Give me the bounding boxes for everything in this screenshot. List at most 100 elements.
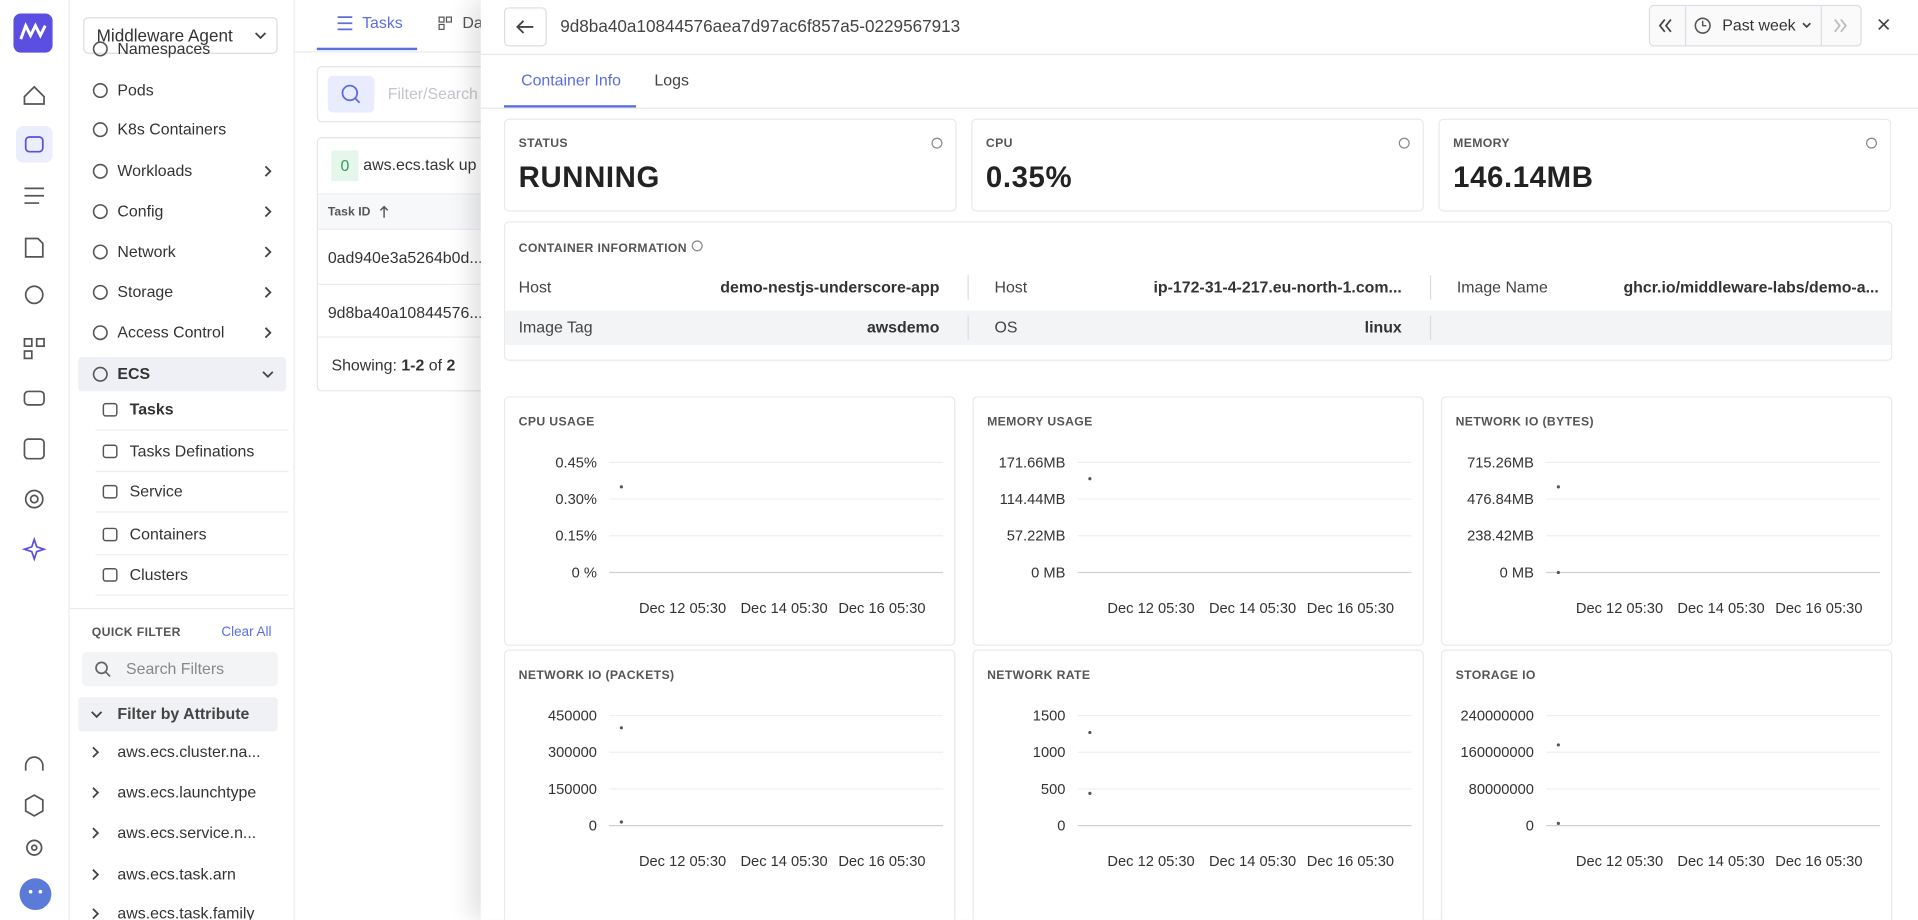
showing-total: 2 <box>446 355 456 375</box>
ecs-sub-item[interactable]: Containers <box>129 524 207 544</box>
nav-icon-shape <box>92 82 108 99</box>
filter-search[interactable]: Search Filters <box>81 651 278 687</box>
stat-label: STATUS <box>518 136 568 151</box>
showing-range: 1-2 <box>401 355 425 375</box>
nav-item[interactable]: Access Control <box>117 322 225 342</box>
info-value: linux <box>1364 318 1402 337</box>
stat-card: MEMORY 146.14MB <box>1438 118 1892 212</box>
nav-item[interactable]: Workloads <box>117 161 193 180</box>
ecs-sub-item[interactable]: Clusters <box>129 565 188 584</box>
ecs-item[interactable]: ECS <box>78 357 287 392</box>
ecs-sub-item[interactable]: Tasks <box>129 399 174 419</box>
tab-tasks[interactable]: Tasks <box>362 13 403 32</box>
attribute-item[interactable]: aws.ecs.task.arn <box>117 864 236 884</box>
y-tick-label: 238.42MB <box>1467 529 1534 545</box>
x-tick-label: Dec 12 05:30 <box>1107 601 1194 617</box>
select-caret <box>255 32 267 40</box>
sub-icon-shape <box>102 444 118 459</box>
info-key: Host <box>518 277 552 297</box>
x-tick-label: Dec 12 05:30 <box>1107 854 1194 870</box>
chevron <box>92 787 100 799</box>
attribute-item[interactable]: aws.ecs.task.family <box>117 903 255 920</box>
search-placeholder: Search Filters <box>125 659 225 678</box>
info-value: awsdemo <box>866 318 940 337</box>
nav-item[interactable]: Network <box>117 242 176 261</box>
time-range[interactable]: Past week <box>1722 15 1796 35</box>
data-point <box>1556 821 1560 825</box>
nav-item[interactable]: Namespaces <box>117 39 211 58</box>
data-point <box>1556 570 1560 575</box>
task-table: 0 aws.ecs.task up c Task ID 0ad940e3a526… <box>316 136 503 392</box>
chart-title: STORAGE IO <box>1456 668 1536 682</box>
ecs-sub-item[interactable]: Service <box>129 481 183 501</box>
task-row[interactable]: 0ad940e3a5264b0d... <box>327 248 483 267</box>
y-tick-label: 1000 <box>1033 745 1066 761</box>
container-info: CONTAINER INFORMATION Host demo-nestjs-un… <box>503 221 1893 361</box>
stat-card: CPU 0.35% <box>971 118 1424 212</box>
nav-item[interactable]: Pods <box>117 80 154 100</box>
y-tick-label: 0 MB <box>1500 565 1534 581</box>
chart-card: CPU USAGE 0.45% 0.30% 0.15% 0 % Dec 12 05:30 D… <box>503 396 956 646</box>
back-button[interactable] <box>503 7 547 47</box>
data-point <box>1088 477 1092 481</box>
task-row[interactable]: 9d8ba40a10844576... <box>327 303 483 322</box>
info-divider <box>1429 315 1432 341</box>
attribute-item[interactable]: aws.ecs.cluster.na... <box>117 742 261 761</box>
x-tick-label: Dec 14 05:30 <box>740 601 827 617</box>
agent-select[interactable]: Middleware Agent <box>83 17 278 54</box>
ecs-sub-item[interactable]: Tasks Definations <box>129 441 255 460</box>
x-tick-label: Dec 12 05:30 <box>1576 854 1663 870</box>
sub-divider <box>95 594 289 596</box>
info-divider <box>1429 275 1432 300</box>
nav-icon-shape <box>92 204 108 220</box>
separator <box>69 607 294 610</box>
task-list-panel: Tasks Da Filter/Search l 0 aws.ecs.task … <box>294 0 503 920</box>
y-tick-label: 160000000 <box>1461 745 1534 761</box>
nav-icon <box>92 244 108 260</box>
x-tick-label: Dec 12 05:30 <box>639 601 726 617</box>
detail-drawer: 9d8ba40a10844576aea7d97ac6f857a5-0229567… <box>480 0 1918 920</box>
column-task-id[interactable]: Task ID <box>327 205 371 219</box>
nav-icon-shape <box>92 41 108 57</box>
filter-box[interactable]: Filter/Search l <box>316 66 503 123</box>
x-tick-label: Dec 12 05:30 <box>639 854 726 870</box>
tab-dashboard[interactable]: Da <box>462 13 483 32</box>
y-tick-label: 0 MB <box>1031 565 1065 581</box>
nav-item[interactable]: Config <box>117 201 164 221</box>
info-icon <box>1865 137 1878 149</box>
x-tick-label: Dec 16 05:30 <box>1307 854 1394 870</box>
info-key: Host <box>994 277 1028 297</box>
tab-logs[interactable]: Logs <box>654 70 689 90</box>
tab-container-info[interactable]: Container Info <box>521 70 621 90</box>
x-tick-label: Dec 16 05:30 <box>838 601 925 617</box>
sub-icon-shape <box>102 484 118 499</box>
chevron <box>92 746 100 758</box>
chart: STORAGE IO 240000000 160000000 80000000 0 Dec… <box>1456 668 1881 870</box>
nav-item[interactable]: K8s Containers <box>117 119 227 139</box>
chevron <box>264 246 272 258</box>
showing: Showing: 1-2 of 2 <box>331 356 455 376</box>
sub-icon <box>102 527 118 542</box>
attribute-item[interactable]: aws.ecs.launchtype <box>117 782 257 802</box>
nav-item[interactable]: Storage <box>117 282 174 301</box>
x-tick-label: Dec 14 05:30 <box>1209 601 1296 617</box>
clear-all[interactable]: Clear All <box>221 625 272 640</box>
info-key: Image Name <box>1456 277 1548 297</box>
y-tick-label: 171.66MB <box>999 455 1066 471</box>
info-row-bg <box>505 310 1892 345</box>
y-tick-label: 0 % <box>572 565 597 581</box>
nav-icon <box>92 325 108 341</box>
data-point <box>1556 485 1560 489</box>
filter-group[interactable]: Filter by Attribute <box>78 697 278 732</box>
data-point <box>619 485 623 489</box>
attribute-item[interactable]: aws.ecs.service.n... <box>117 823 257 842</box>
x-tick-label: Dec 16 05:30 <box>1775 601 1862 617</box>
close-button[interactable] <box>1871 12 1895 36</box>
y-tick-label: 80000000 <box>1469 782 1534 798</box>
y-tick-label: 0 <box>589 819 597 835</box>
info-value: ghcr.io/middleware-labs/demo-a... <box>1623 277 1879 297</box>
info-divider <box>967 315 969 341</box>
chart-card: STORAGE IO 240000000 160000000 80000000 0 Dec… <box>1440 649 1893 920</box>
chevron-path <box>264 165 272 177</box>
